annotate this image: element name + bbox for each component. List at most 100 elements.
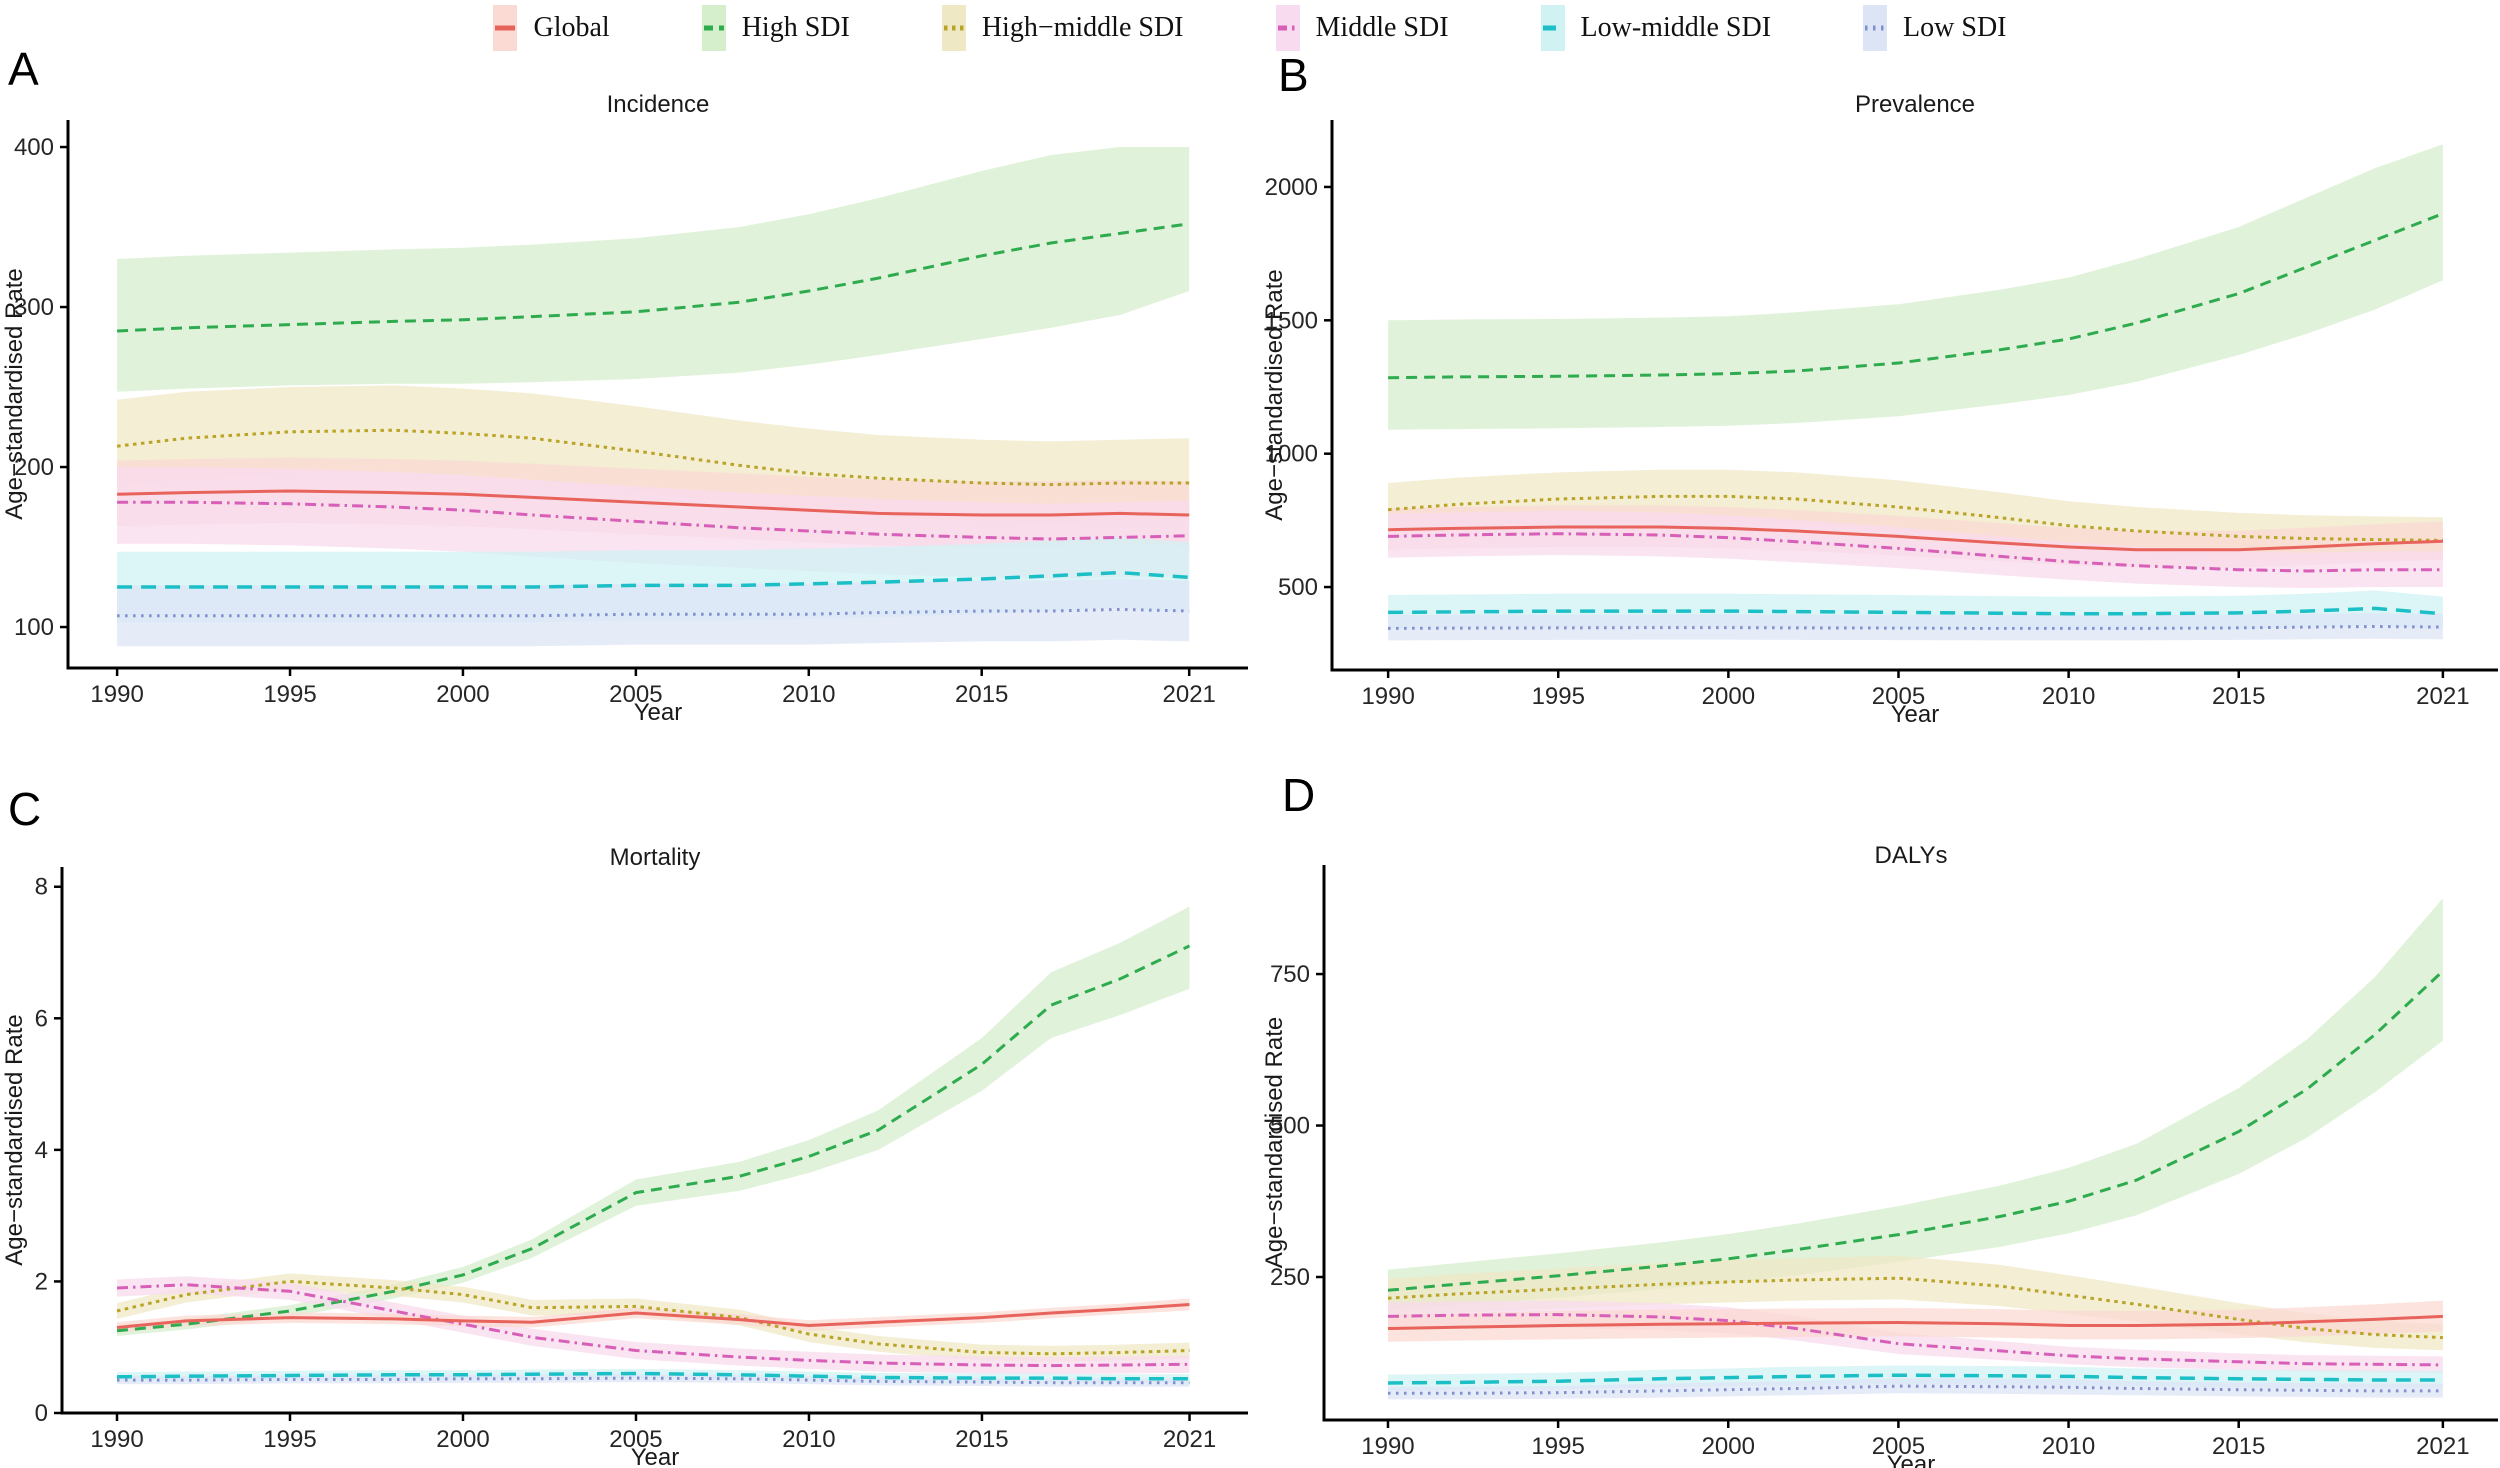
x-tick-label: 1990 bbox=[90, 681, 143, 708]
band-low-sdi bbox=[117, 579, 1190, 647]
legend-label: Middle SDI bbox=[1315, 12, 1449, 43]
line-global bbox=[116, 1303, 1190, 1329]
y-tick-label: 750 bbox=[1270, 961, 1310, 988]
y-tick-label: 100 bbox=[14, 614, 54, 641]
line-high-sdi bbox=[117, 222, 1190, 333]
panel-d-dalys: 250 500 750 1990 1995 2000 2005 2010 2015 2021 DAL… bbox=[1260, 808, 2500, 1468]
legend-item-0: Global bbox=[493, 5, 610, 51]
band-middle-sdi bbox=[117, 1276, 1190, 1375]
y-tick-label: 6 bbox=[35, 1005, 48, 1032]
legend-item-3: Middle SDI bbox=[1275, 5, 1449, 51]
x-tick-label: 1990 bbox=[90, 1426, 143, 1453]
x-tick-label: 2000 bbox=[1702, 1433, 1755, 1460]
y-tick-label: 2 bbox=[35, 1268, 48, 1295]
line-high-middle-sdi bbox=[116, 1279, 1190, 1356]
legend-key-swatch bbox=[701, 5, 726, 51]
legend-key-line bbox=[1277, 25, 1298, 31]
x-axis-label: Year bbox=[1891, 701, 1940, 728]
legend-label: High−middle SDI bbox=[981, 12, 1184, 43]
panel-c-mortality: 0 2 4 6 8 1990 1995 2000 2005 2010 2015 2021 Mortali… bbox=[0, 808, 1260, 1468]
x-tick-label: 2015 bbox=[955, 681, 1008, 708]
y-tick-label: 2000 bbox=[1265, 174, 1318, 201]
y-axis-label: Age−standardised Rate bbox=[1, 268, 28, 520]
legend-key-swatch bbox=[1540, 5, 1565, 51]
panel-letter-b: B bbox=[1278, 49, 1309, 101]
legend-label: Global bbox=[533, 12, 610, 43]
line-low-sdi bbox=[117, 607, 1190, 618]
legend-key-line bbox=[1542, 25, 1563, 31]
x-tick-label: 2000 bbox=[436, 1426, 489, 1453]
x-tick-label: 2021 bbox=[1163, 1426, 1216, 1453]
line-middle-sdi bbox=[1387, 1313, 2443, 1367]
chart-svg-b: 500 1000 1500 2000 1990 1995 2000 2005 2010 2015 2… bbox=[1261, 91, 2498, 728]
legend-key-line bbox=[943, 25, 964, 31]
band-high-sdi bbox=[117, 147, 1190, 392]
line-low-sdi bbox=[1388, 1384, 2443, 1395]
legend-key-line bbox=[703, 25, 724, 31]
y-axis-label: Age−standardised Rate bbox=[1261, 269, 1288, 521]
x-tick-label: 2021 bbox=[1163, 681, 1216, 708]
band-high-sdi bbox=[117, 906, 1190, 1336]
legend-item-1: High SDI bbox=[701, 5, 850, 51]
line-high-middle-sdi bbox=[1387, 1276, 2443, 1340]
line-low-middle-sdi bbox=[116, 1371, 1190, 1381]
panel-letter-c: C bbox=[8, 783, 42, 835]
x-tick-label: 1995 bbox=[263, 1426, 316, 1453]
legend-key-swatch bbox=[1275, 5, 1300, 51]
legend-label: High SDI bbox=[741, 12, 850, 43]
line-low-middle-sdi bbox=[1388, 606, 2444, 616]
x-tick-label: 2005 bbox=[609, 1426, 662, 1453]
legend-item-4: Low-middle SDI bbox=[1540, 5, 1772, 51]
chart-svg-a: 100 200 300 400 1990 1995 2000 2005 2010 2015 2021… bbox=[1, 91, 1248, 726]
chart-svg-d: 250 500 750 1990 1995 2000 2005 2010 2015 2021 DAL… bbox=[1261, 842, 2498, 1468]
band-global bbox=[117, 1298, 1190, 1333]
panel-title: Mortality bbox=[610, 844, 701, 871]
y-tick-label: 500 bbox=[1278, 574, 1318, 601]
x-axis-label: Year bbox=[1887, 1451, 1936, 1468]
panel-b-prevalence: 500 1000 1500 2000 1990 1995 2000 2005 2010 2015 2… bbox=[1260, 55, 2500, 760]
x-axis-label: Year bbox=[634, 699, 683, 726]
line-high-middle-sdi bbox=[1387, 494, 2443, 542]
x-tick-label: 2015 bbox=[2212, 683, 2265, 710]
y-tick-label: 1500 bbox=[1265, 307, 1318, 334]
band-high-sdi bbox=[1388, 898, 2443, 1311]
legend-key-swatch bbox=[1863, 5, 1888, 51]
y-tick-label: 250 bbox=[1270, 1264, 1310, 1291]
line-high-sdi bbox=[1388, 212, 2444, 380]
x-tick-label: 2005 bbox=[1872, 1433, 1925, 1460]
legend-item-2: High−middle SDI bbox=[941, 5, 1184, 51]
band-high-middle-sdi bbox=[117, 1273, 1190, 1362]
y-tick-label: 300 bbox=[14, 294, 54, 321]
x-tick-label: 1990 bbox=[1361, 1433, 1414, 1460]
x-tick-label: 2000 bbox=[436, 681, 489, 708]
x-tick-label: 2005 bbox=[609, 681, 662, 708]
line-middle-sdi bbox=[116, 1283, 1190, 1368]
figure-legend: Global High SDI High−middle SDI Middle SDI L… bbox=[0, 2, 2500, 54]
x-tick-label: 2015 bbox=[955, 1426, 1008, 1453]
y-tick-label: 400 bbox=[14, 134, 54, 161]
legend-key-line bbox=[1865, 25, 1886, 31]
panel-title: Prevalence bbox=[1855, 91, 1975, 118]
chart-svg-c: 0 2 4 6 8 1990 1995 2000 2005 2010 2015 2021 Mortali… bbox=[1, 844, 1248, 1468]
panel-letter-a: A bbox=[8, 43, 39, 95]
x-tick-label: 1995 bbox=[1532, 683, 1585, 710]
line-global bbox=[1388, 525, 2443, 552]
panel-letter-d: D bbox=[1282, 769, 1316, 821]
legend-key-swatch bbox=[941, 5, 966, 51]
panel-title: Incidence bbox=[607, 91, 710, 118]
legend-label: Low-middle SDI bbox=[1580, 12, 1772, 43]
band-low-sdi bbox=[1388, 613, 2443, 641]
band-high-sdi bbox=[1388, 144, 2443, 430]
line-low-middle-sdi bbox=[117, 570, 1190, 589]
x-tick-label: 2021 bbox=[2416, 1433, 2469, 1460]
legend-key-line bbox=[495, 25, 516, 31]
legend-key-swatch bbox=[493, 5, 518, 51]
line-low-middle-sdi bbox=[1387, 1373, 2443, 1385]
y-tick-label: 500 bbox=[1270, 1113, 1310, 1140]
y-axis-label: Age−standardised Rate bbox=[1, 1014, 28, 1266]
line-global bbox=[1387, 1314, 2443, 1330]
legend-label: Low SDI bbox=[1903, 12, 2007, 43]
line-global bbox=[117, 489, 1190, 517]
x-tick-label: 2015 bbox=[2212, 1433, 2265, 1460]
